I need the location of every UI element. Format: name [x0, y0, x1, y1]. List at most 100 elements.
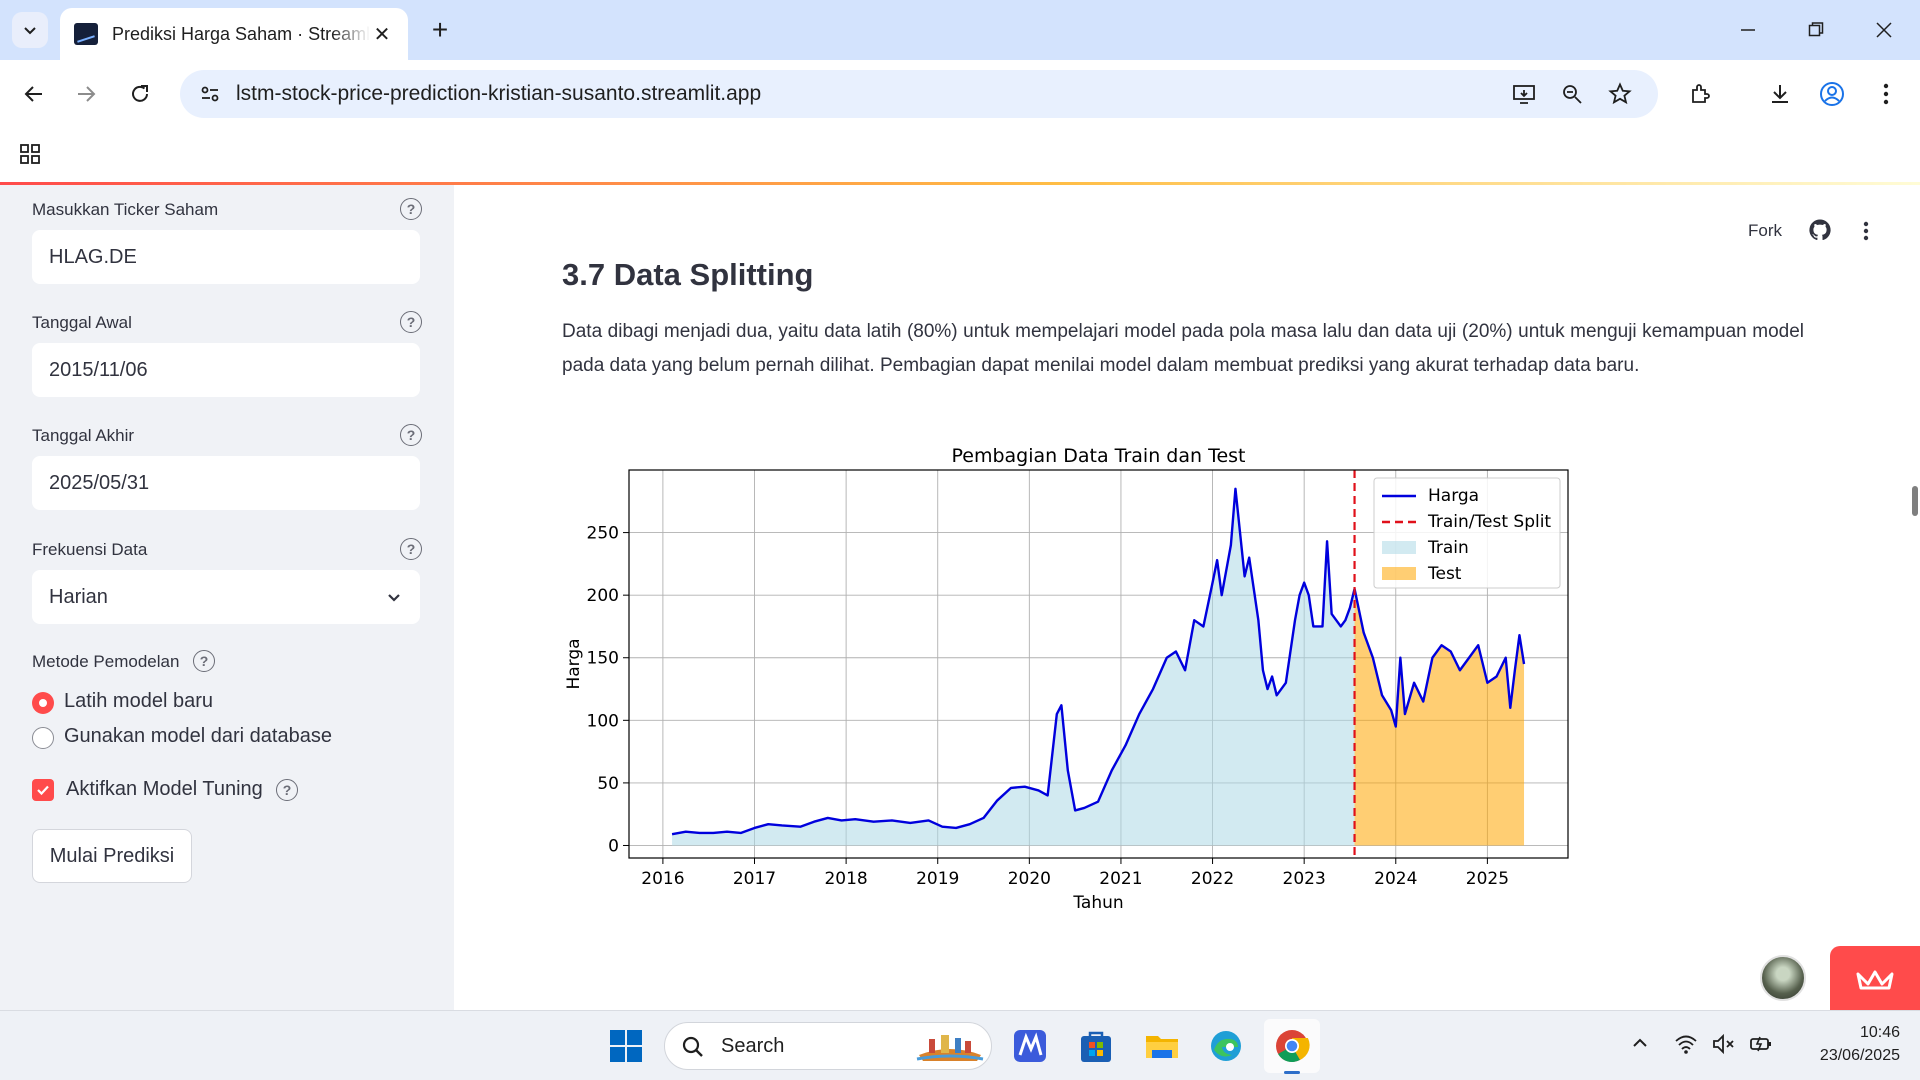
search-highlight-icon: [916, 1035, 984, 1061]
start-date-input[interactable]: 2015/11/06: [32, 343, 420, 397]
clock-time: 10:46: [1859, 1024, 1900, 1041]
active-app-indicator: [1284, 1071, 1300, 1074]
radio-label-train-new[interactable]: Latih model baru: [64, 690, 213, 712]
battery-icon[interactable]: [1748, 1033, 1774, 1060]
legend-swatch: [1382, 567, 1416, 580]
streamlit-menu-icon[interactable]: [1854, 219, 1878, 243]
tab-search-button[interactable]: [12, 12, 48, 48]
streamlit-badge[interactable]: [1830, 946, 1920, 1010]
y-tick-label: 0: [608, 836, 619, 856]
help-icon[interactable]: ?: [193, 650, 215, 672]
plot-frame: [628, 469, 1569, 859]
method-label: Metode Pemodelan: [32, 652, 180, 671]
profile-icon[interactable]: [1812, 74, 1852, 114]
x-tick-label: 2025: [1466, 869, 1509, 889]
y-tick-label: 100: [587, 711, 619, 731]
main-content: Fork 3.7 Data Splitting Data dibagi menj…: [454, 185, 1920, 1010]
frequency-label: Frekuensi Data: [32, 540, 148, 559]
chrome-menu-icon[interactable]: [1866, 74, 1906, 114]
url-text[interactable]: lstm-stock-price-prediction-kristian-sus…: [236, 82, 762, 105]
show-hidden-icons-chevron-icon[interactable]: [1630, 1033, 1650, 1058]
sidebar: Masukkan Ticker Saham ? HLAG.DE Tanggal …: [0, 185, 454, 1010]
tuning-label[interactable]: Aktifkan Model Tuning: [66, 778, 263, 800]
minimize-icon[interactable]: [1720, 10, 1776, 50]
legend-box: [1373, 477, 1561, 589]
y-axis-label: Harga: [564, 638, 584, 689]
streamlit-decoration-line: [0, 182, 1920, 185]
section-paragraph: Data dibagi menjadi dua, yaitu data lati…: [562, 321, 1804, 376]
back-arrow-icon[interactable]: [14, 74, 54, 114]
help-icon[interactable]: ?: [400, 424, 422, 446]
x-tick-label: 2024: [1374, 869, 1417, 889]
help-icon[interactable]: ?: [400, 311, 422, 333]
frequency-value: Harian: [49, 585, 108, 608]
radio-label-use-database[interactable]: Gunakan model dari database: [64, 725, 332, 747]
tab-strip: Prediksi Harga Saham · Streamlit ✕ +: [0, 0, 1920, 60]
x-tick-label: 2018: [824, 869, 867, 889]
forward-arrow-icon[interactable]: [66, 74, 106, 114]
volume-muted-icon[interactable]: [1712, 1033, 1736, 1060]
chevron-down-icon: [388, 594, 400, 602]
ticker-input[interactable]: HLAG.DE: [32, 230, 420, 284]
close-tab-icon[interactable]: ✕: [373, 23, 391, 46]
search-icon: [682, 1036, 703, 1057]
browser-tab[interactable]: Prediksi Harga Saham · Streamlit ✕: [60, 8, 408, 60]
apps-grid-icon[interactable]: [16, 140, 44, 168]
streamlit-favicon-icon: [74, 23, 98, 45]
chevron-down-icon: [24, 27, 36, 35]
system-clock[interactable]: 10:46 23/06/2025: [1790, 1021, 1900, 1067]
github-icon[interactable]: [1808, 218, 1832, 242]
bookmarks-bar: [0, 128, 1920, 182]
microsoft-store-icon[interactable]: [1076, 1026, 1116, 1066]
ticker-label: Masukkan Ticker Saham: [32, 200, 219, 219]
browser-toolbar: lstm-stock-price-prediction-kristian-sus…: [0, 60, 1920, 128]
start-prediction-button[interactable]: Mulai Prediksi: [32, 829, 192, 883]
frequency-select[interactable]: Harian: [32, 570, 420, 624]
clock-date: 23/06/2025: [1819, 1047, 1900, 1064]
zoom-icon[interactable]: [1554, 76, 1590, 112]
new-tab-button[interactable]: +: [431, 14, 449, 45]
radio-train-new[interactable]: [32, 692, 54, 714]
price-line: [671, 487, 1526, 836]
streamlit-crown-icon: [1856, 970, 1894, 990]
edge-browser-icon[interactable]: [1206, 1026, 1246, 1066]
y-tick-label: 200: [587, 586, 619, 606]
x-axis-label: Tahun: [1072, 893, 1123, 913]
search-placeholder: Search: [721, 1035, 785, 1057]
site-settings-icon[interactable]: [194, 78, 226, 110]
x-tick-label: 2023: [1283, 869, 1326, 889]
help-icon[interactable]: ?: [276, 779, 298, 801]
scrollbar-thumb[interactable]: [1912, 486, 1918, 516]
extensions-icon[interactable]: [1680, 74, 1720, 114]
install-app-icon[interactable]: [1506, 76, 1542, 112]
bookmark-star-icon[interactable]: [1602, 76, 1638, 112]
end-date-input[interactable]: 2025/05/31: [32, 456, 420, 510]
chrome-browser-icon[interactable]: [1272, 1026, 1312, 1066]
taskbar-search[interactable]: Search: [664, 1022, 992, 1070]
legend-swatch: [1382, 541, 1416, 554]
x-tick-label: 2021: [1099, 869, 1142, 889]
help-icon[interactable]: ?: [400, 198, 422, 220]
taskbar: Search 10:46 23/06/2025: [0, 1010, 1920, 1080]
restore-icon[interactable]: [1788, 10, 1844, 50]
file-explorer-icon[interactable]: [1142, 1026, 1182, 1066]
creator-avatar[interactable]: [1760, 955, 1806, 1001]
fork-button[interactable]: Fork: [1748, 221, 1782, 240]
app-m-icon[interactable]: [1010, 1026, 1050, 1066]
chart-title: Pembagian Data Train dan Test: [952, 445, 1246, 467]
train-test-split-chart: Pembagian Data Train dan Test 2016 2017 201…: [564, 445, 1569, 913]
download-icon[interactable]: [1760, 74, 1800, 114]
help-icon[interactable]: ?: [400, 538, 422, 560]
reload-icon[interactable]: [120, 74, 160, 114]
address-bar[interactable]: lstm-stock-price-prediction-kristian-sus…: [180, 70, 1658, 118]
close-window-icon[interactable]: [1856, 10, 1912, 50]
start-date-label: Tanggal Awal: [32, 313, 132, 332]
wifi-icon[interactable]: [1674, 1033, 1698, 1060]
section-heading: 3.7 Data Splitting: [562, 257, 814, 292]
train-area: [672, 488, 1355, 846]
radio-use-database[interactable]: [32, 727, 54, 749]
tuning-checkbox[interactable]: [32, 779, 54, 801]
y-tick-label: 50: [597, 774, 619, 794]
x-tick-label: 2019: [916, 869, 959, 889]
windows-start-icon[interactable]: [606, 1026, 646, 1066]
